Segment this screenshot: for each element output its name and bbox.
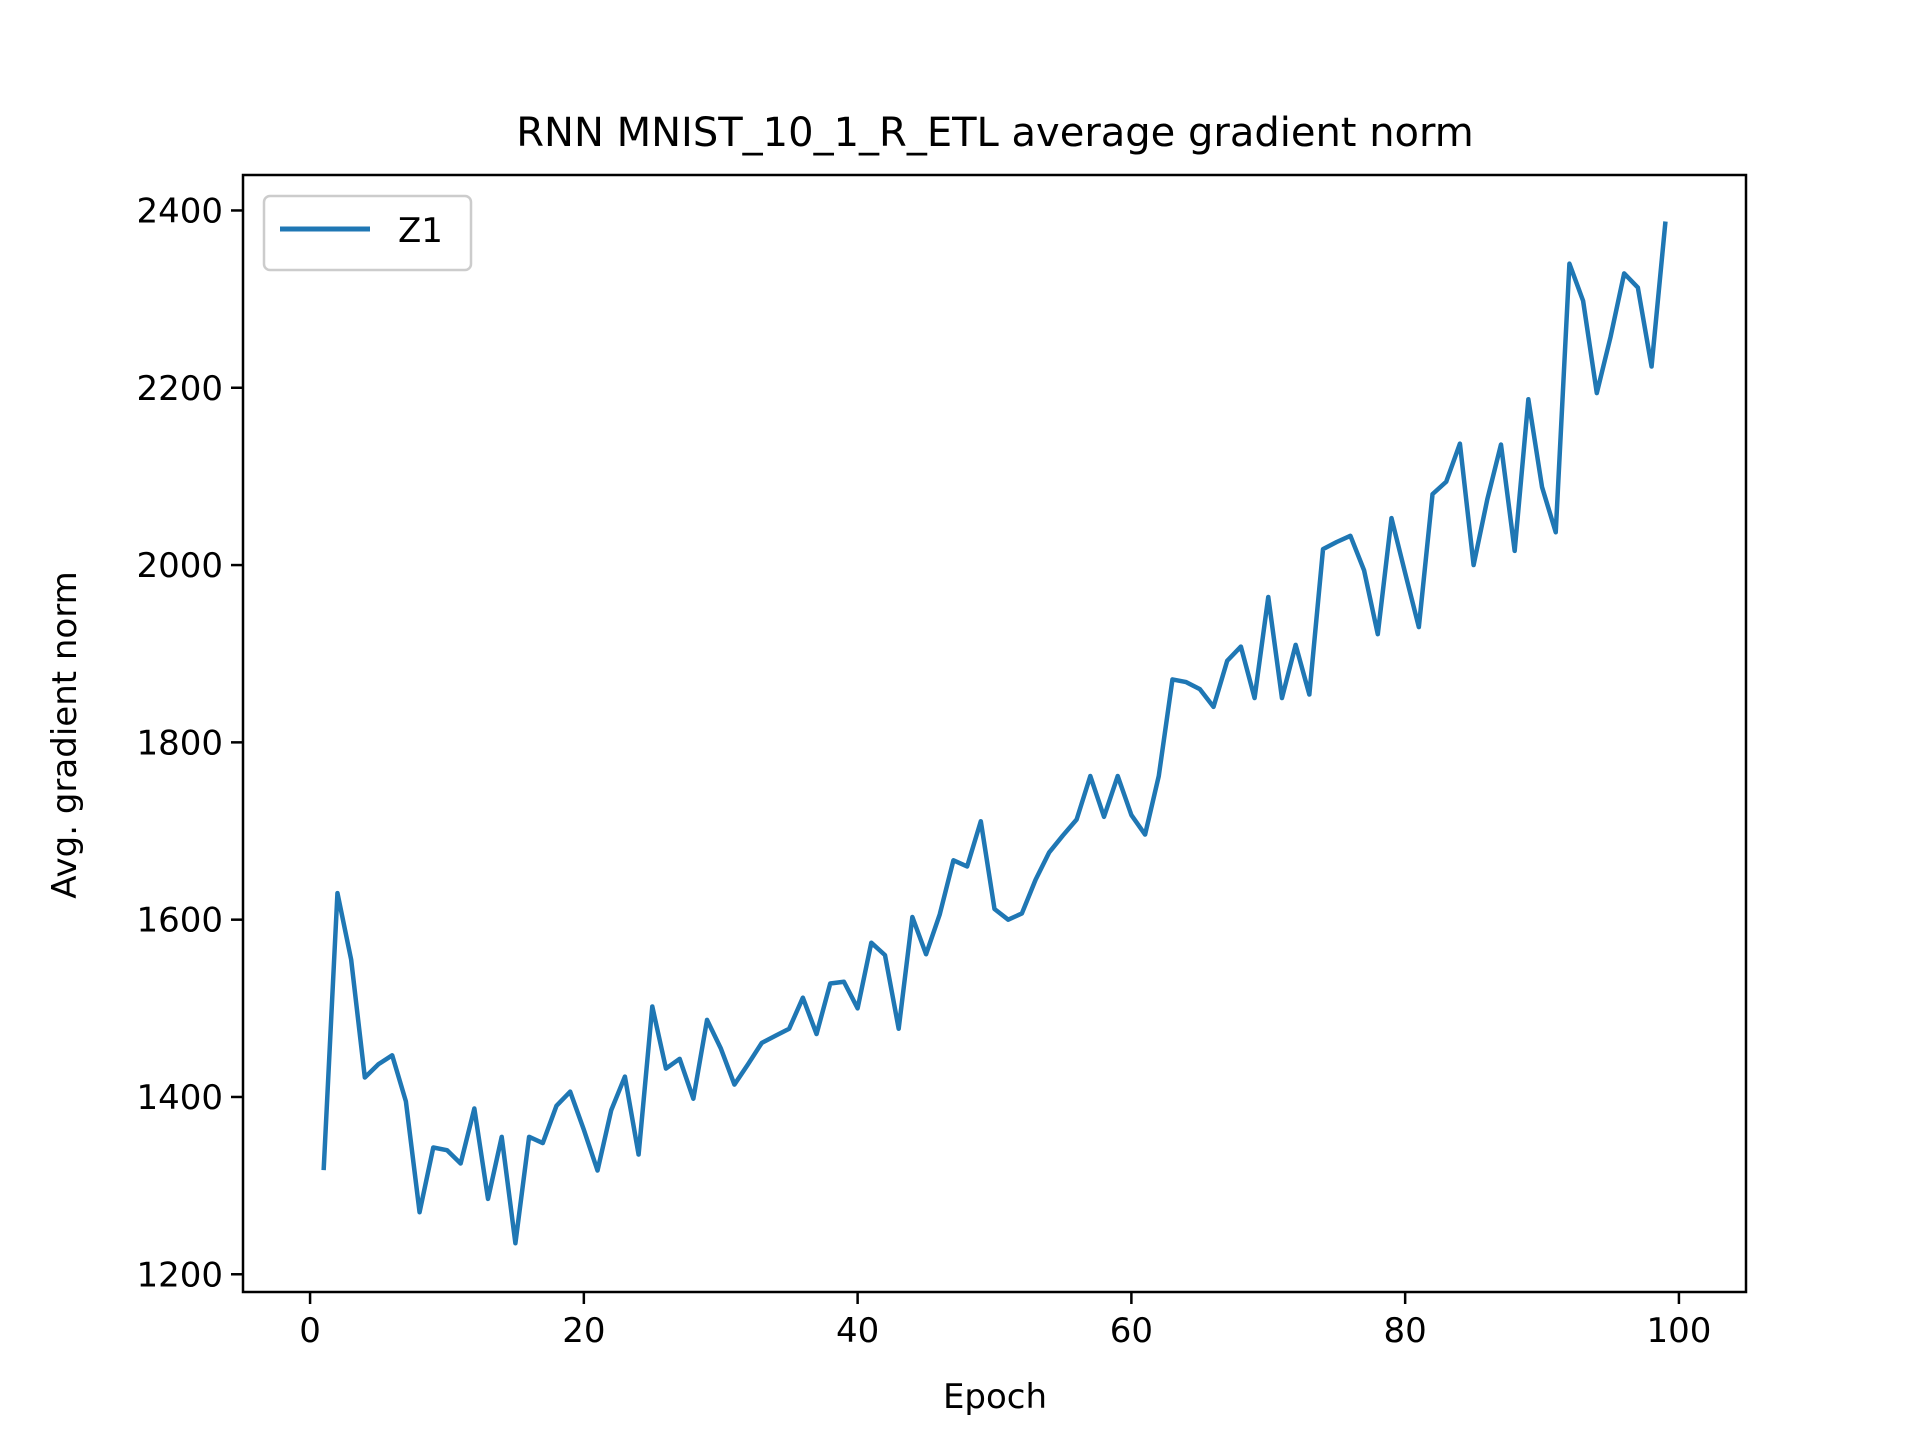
y-tick-label-1800: 1800 — [136, 723, 223, 763]
legend-label-z1: Z1 — [398, 211, 443, 251]
y-tick-label-1600: 1600 — [136, 901, 223, 941]
chart-title: RNN MNIST_10_1_R_ETL average gradient no… — [516, 110, 1473, 156]
x-tick-label-20: 20 — [562, 1311, 605, 1351]
x-axis-label: Epoch — [943, 1377, 1047, 1417]
x-tick-label-100: 100 — [1646, 1311, 1711, 1351]
y-axis: 1200 1400 1600 1800 2000 2200 2400 — [136, 191, 243, 1295]
x-axis: 0 20 40 60 80 100 — [299, 1292, 1711, 1351]
y-tick-label-2000: 2000 — [136, 546, 223, 586]
x-tick-label-0: 0 — [299, 1311, 321, 1351]
plot-series — [321, 221, 1668, 1246]
y-tick-label-2200: 2200 — [136, 369, 223, 409]
y-axis-label: Avg. gradient norm — [45, 571, 85, 898]
legend-box — [262, 194, 473, 272]
x-tick-label-60: 60 — [1110, 1311, 1153, 1351]
x-tick-label-40: 40 — [836, 1311, 879, 1351]
y-tick-label-2400: 2400 — [136, 191, 223, 231]
y-tick-label-1400: 1400 — [136, 1078, 223, 1118]
x-tick-label-80: 80 — [1384, 1311, 1427, 1351]
legend: Z1 — [262, 194, 473, 272]
series-line-z1 — [321, 221, 1668, 1246]
plot-frame — [241, 173, 1748, 1294]
y-tick-label-1200: 1200 — [136, 1255, 223, 1295]
